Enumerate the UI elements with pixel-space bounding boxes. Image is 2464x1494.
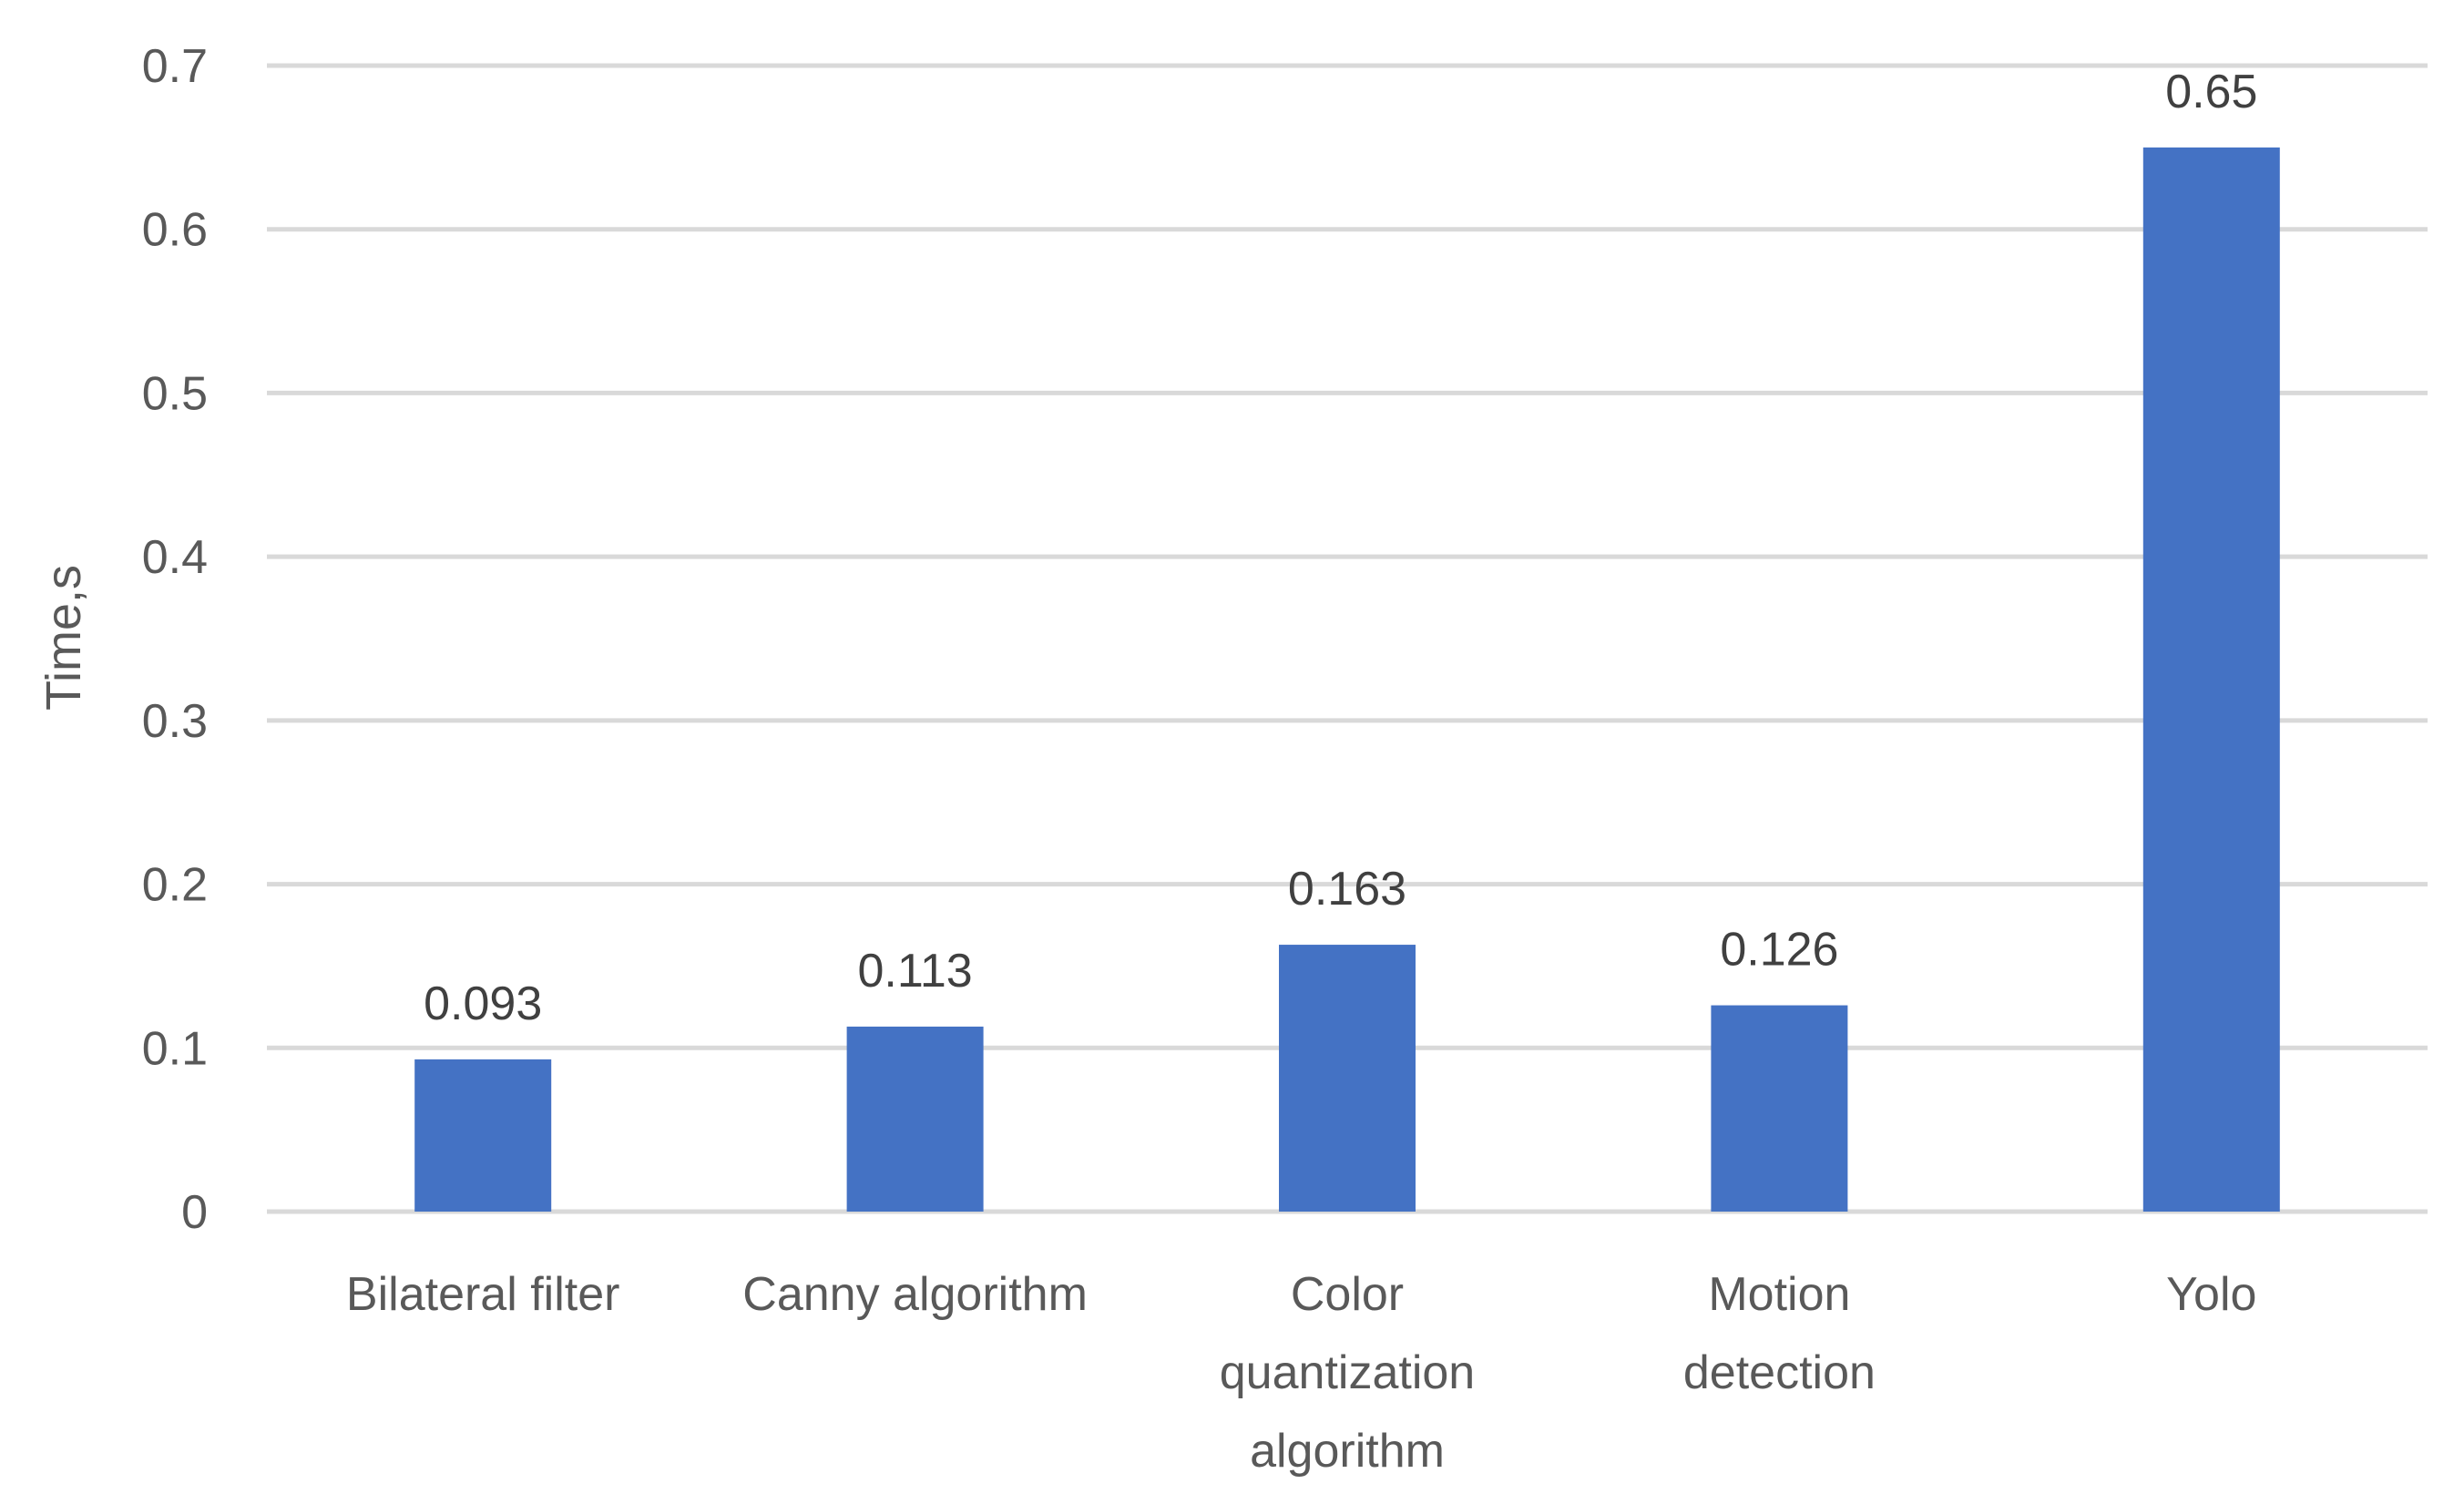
bar <box>1711 1005 1848 1212</box>
data-label: 0.113 <box>857 945 972 998</box>
y-axis-ticks: 0 0.1 0.2 0.3 0.4 0.5 0.6 0.7 <box>142 40 208 1239</box>
data-label: 0.65 <box>2165 66 2257 118</box>
gridlines <box>267 63 2428 1214</box>
x-category-label: Motion detection <box>1683 1268 1876 1399</box>
data-label: 0.163 <box>1288 863 1406 916</box>
y-tick-label: 0.7 <box>142 40 208 93</box>
y-axis-title: Time,s <box>36 565 91 711</box>
y-tick-label: 0.5 <box>142 367 208 420</box>
bar <box>1279 945 1416 1212</box>
data-labels: 0.093 0.113 0.163 0.126 0.65 <box>424 66 2257 1030</box>
y-tick-label: 0.1 <box>142 1022 208 1075</box>
bar <box>846 1026 984 1212</box>
data-label: 0.126 <box>1720 924 1838 977</box>
x-category-label: Canny algorithm <box>742 1268 1088 1321</box>
bar <box>2142 147 2280 1212</box>
y-tick-label: 0.6 <box>142 204 208 257</box>
x-category-label: Yolo <box>2166 1268 2256 1321</box>
data-label: 0.093 <box>424 977 542 1030</box>
x-category-label: Bilateral filter <box>346 1268 620 1321</box>
y-tick-label: 0.3 <box>142 695 208 748</box>
bar <box>414 1059 552 1212</box>
x-category-label: Color quantization algorithm <box>1220 1268 1475 1478</box>
y-tick-label: 0.2 <box>142 859 208 912</box>
bars <box>414 147 2280 1212</box>
x-axis-categories: Bilateral filter Canny algorithm Color quan… <box>346 1268 2257 1478</box>
y-tick-label: 0 <box>181 1186 208 1239</box>
y-tick-label: 0.4 <box>142 531 208 584</box>
